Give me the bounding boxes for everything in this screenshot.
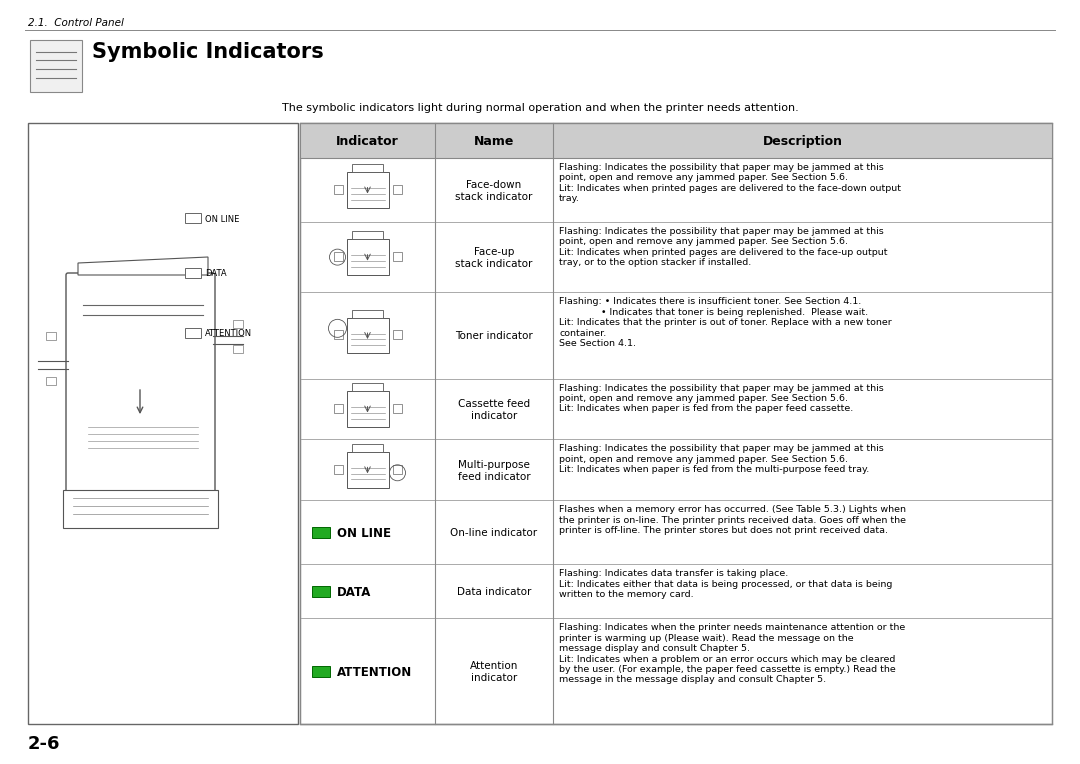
Bar xyxy=(312,665,330,677)
Bar xyxy=(352,309,383,318)
Text: 2-6: 2-6 xyxy=(28,735,60,753)
Bar xyxy=(392,252,402,261)
Text: Indicator: Indicator xyxy=(336,135,399,148)
Bar xyxy=(63,490,218,528)
Text: Face-up
stack indicator: Face-up stack indicator xyxy=(456,248,532,269)
Bar xyxy=(334,331,342,339)
Bar xyxy=(334,404,342,413)
Text: Flashing: Indicates the possibility that paper may be jammed at this
point, open: Flashing: Indicates the possibility that… xyxy=(559,163,901,203)
Text: Flashes when a memory error has occurred. (See Table 5.3.) Lights when
the print: Flashes when a memory error has occurred… xyxy=(559,505,906,535)
Text: 2.1.  Control Panel: 2.1. Control Panel xyxy=(28,18,124,28)
Bar xyxy=(46,377,56,385)
Bar xyxy=(352,384,383,391)
Bar xyxy=(347,391,389,427)
Text: Flashing: Indicates when the printer needs maintenance attention or the
printer : Flashing: Indicates when the printer nee… xyxy=(559,623,905,685)
Bar xyxy=(334,465,342,474)
Text: Description: Description xyxy=(762,135,842,148)
Text: Flashing: Indicates the possibility that paper may be jammed at this
point, open: Flashing: Indicates the possibility that… xyxy=(559,227,888,267)
Text: The symbolic indicators light during normal operation and when the printer needs: The symbolic indicators light during nor… xyxy=(282,103,798,113)
Text: Flashing: Indicates data transfer is taking place.
Lit: Indicates either that da: Flashing: Indicates data transfer is tak… xyxy=(559,569,892,599)
Bar xyxy=(300,123,1052,724)
Text: On-line indicator: On-line indicator xyxy=(450,528,538,538)
Bar xyxy=(392,404,402,413)
Bar xyxy=(392,465,402,474)
Bar xyxy=(334,185,342,194)
Bar xyxy=(347,452,389,487)
Text: Multi-purpose
feed indicator: Multi-purpose feed indicator xyxy=(458,460,530,481)
Bar xyxy=(392,185,402,194)
Text: Attention
indicator: Attention indicator xyxy=(470,662,518,683)
Bar xyxy=(347,172,389,208)
Bar xyxy=(312,526,330,538)
Text: ATTENTION: ATTENTION xyxy=(337,665,413,678)
Bar xyxy=(300,123,1052,158)
Text: Symbolic Indicators: Symbolic Indicators xyxy=(92,42,324,62)
Bar xyxy=(30,40,82,92)
Bar xyxy=(347,318,389,353)
Text: Flashing: Indicates the possibility that paper may be jammed at this
point, open: Flashing: Indicates the possibility that… xyxy=(559,445,883,474)
Text: Name: Name xyxy=(474,135,514,148)
Bar xyxy=(312,586,330,597)
Polygon shape xyxy=(78,257,208,275)
Text: Flashing: • Indicates there is insufficient toner. See Section 4.1.
            : Flashing: • Indicates there is insuffici… xyxy=(559,297,892,348)
Text: DATA: DATA xyxy=(337,586,372,599)
Bar xyxy=(28,123,298,724)
FancyBboxPatch shape xyxy=(66,273,215,522)
Bar xyxy=(46,332,56,340)
Text: ON LINE: ON LINE xyxy=(205,215,240,224)
Text: Cassette feed
indicator: Cassette feed indicator xyxy=(458,400,530,421)
Text: ON LINE: ON LINE xyxy=(337,526,391,539)
Bar xyxy=(352,444,383,452)
Bar xyxy=(352,164,383,172)
Bar xyxy=(392,331,402,339)
Bar xyxy=(185,268,201,278)
Bar xyxy=(352,231,383,239)
Bar xyxy=(347,239,389,275)
Text: DATA: DATA xyxy=(205,270,227,279)
Bar xyxy=(185,213,201,223)
Bar xyxy=(185,328,201,338)
Text: Face-down
stack indicator: Face-down stack indicator xyxy=(456,180,532,202)
Bar xyxy=(233,320,243,328)
Text: Toner indicator: Toner indicator xyxy=(455,332,532,342)
Bar xyxy=(334,252,342,261)
Bar xyxy=(233,345,243,352)
Text: ATTENTION: ATTENTION xyxy=(205,329,252,338)
Text: Data indicator: Data indicator xyxy=(457,588,531,597)
Text: Flashing: Indicates the possibility that paper may be jammed at this
point, open: Flashing: Indicates the possibility that… xyxy=(559,384,883,413)
